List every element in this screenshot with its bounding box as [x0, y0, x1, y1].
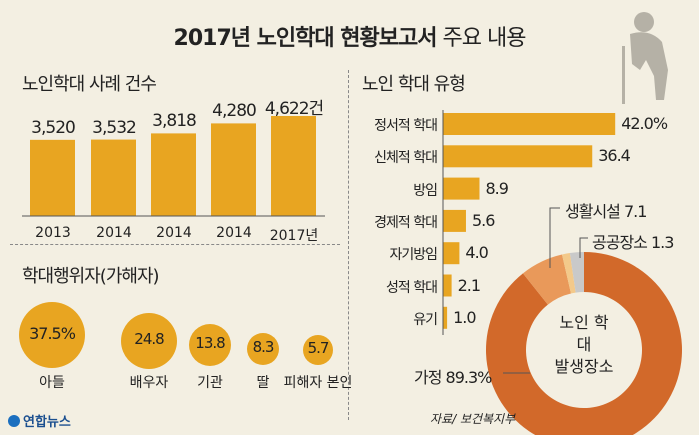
category-label: 배우자 [129, 375, 169, 391]
data-label: 2.1 [457, 275, 481, 295]
data-label: 3,818 [152, 111, 197, 132]
bar [443, 306, 448, 329]
data-label: 4,622건 [264, 99, 324, 119]
elderly-figure-icon [622, 12, 668, 104]
donut-slice [562, 253, 576, 294]
category-label: 딸 [256, 375, 270, 391]
divider [348, 70, 349, 420]
bubble [121, 313, 177, 369]
x-tick-label: 2014 [216, 225, 252, 241]
category-label: 방임 [413, 182, 438, 199]
leader-line [579, 237, 588, 258]
bar [271, 116, 316, 216]
x-tick-label: 2014 [96, 225, 132, 241]
bubble [19, 302, 85, 368]
bar [151, 133, 196, 216]
bubble [189, 324, 231, 366]
donut-slice [522, 254, 571, 305]
x-tick-label: 2017년 [269, 228, 319, 244]
category-label: 기관 [197, 375, 223, 391]
data-label: 8.9 [485, 178, 508, 198]
bar [443, 113, 616, 135]
category-label: 경제적 학대 [374, 214, 438, 231]
category-label: 유기 [413, 311, 438, 328]
data-label: 4.0 [465, 243, 488, 263]
bar [30, 139, 75, 216]
divider [10, 244, 340, 245]
x-tick-label: 2013 [35, 225, 71, 241]
data-label: 4,280 [212, 101, 257, 122]
data-label: 5.6 [471, 210, 495, 230]
data-label: 3,520 [31, 117, 76, 138]
data-label: 24.8 [134, 330, 164, 348]
slice-label: 공공장소 1.3 [592, 233, 674, 252]
donut-center-label: 노인 학대 발생장소 [554, 313, 614, 376]
chart-title-abusers: 학대행위자(가해자) [22, 266, 160, 287]
data-label: 42.0% [621, 114, 668, 133]
bar [91, 139, 136, 216]
logo: 연합뉴스 [8, 411, 71, 430]
slice-label: 생활시설 7.1 [565, 202, 647, 221]
category-label: 자기방임 [389, 247, 438, 264]
page-title: 2017년 노인학대 현황보고서 주요 내용 [173, 26, 527, 51]
bar [443, 209, 466, 232]
data-label: 37.5% [29, 324, 76, 343]
bar [211, 123, 256, 216]
chart-title-types: 노인 학대 유형 [362, 74, 466, 95]
donut-slice [569, 252, 584, 293]
donut-slice [486, 252, 682, 435]
bubble [247, 333, 279, 365]
chart-title-cases: 노인학대 사례 건수 [22, 74, 157, 95]
category-label: 신체적 학대 [374, 150, 438, 167]
category-label: 정서적 학대 [374, 118, 438, 134]
bar [443, 145, 593, 168]
data-label: 36.4 [598, 146, 631, 166]
bubble [303, 335, 333, 365]
data-label: 5.7 [307, 339, 330, 357]
category-label: 성적 학대 [386, 279, 438, 296]
bar [443, 242, 460, 265]
data-label: 8.3 [252, 338, 275, 356]
data-label: 13.8 [195, 334, 225, 352]
leader-line [549, 207, 560, 268]
category-label: 아들 [39, 375, 65, 391]
source: 자료/ 보건복지부 [430, 412, 516, 426]
bar [443, 274, 452, 297]
category-label: 피해자 본인 [283, 375, 353, 391]
data-label: 1.0 [453, 307, 476, 327]
data-label: 3,532 [92, 117, 137, 138]
logo-icon [8, 415, 20, 427]
bar [443, 177, 480, 200]
slice-label: 가정 89.3% [414, 368, 492, 387]
x-tick-label: 2014 [156, 225, 192, 241]
